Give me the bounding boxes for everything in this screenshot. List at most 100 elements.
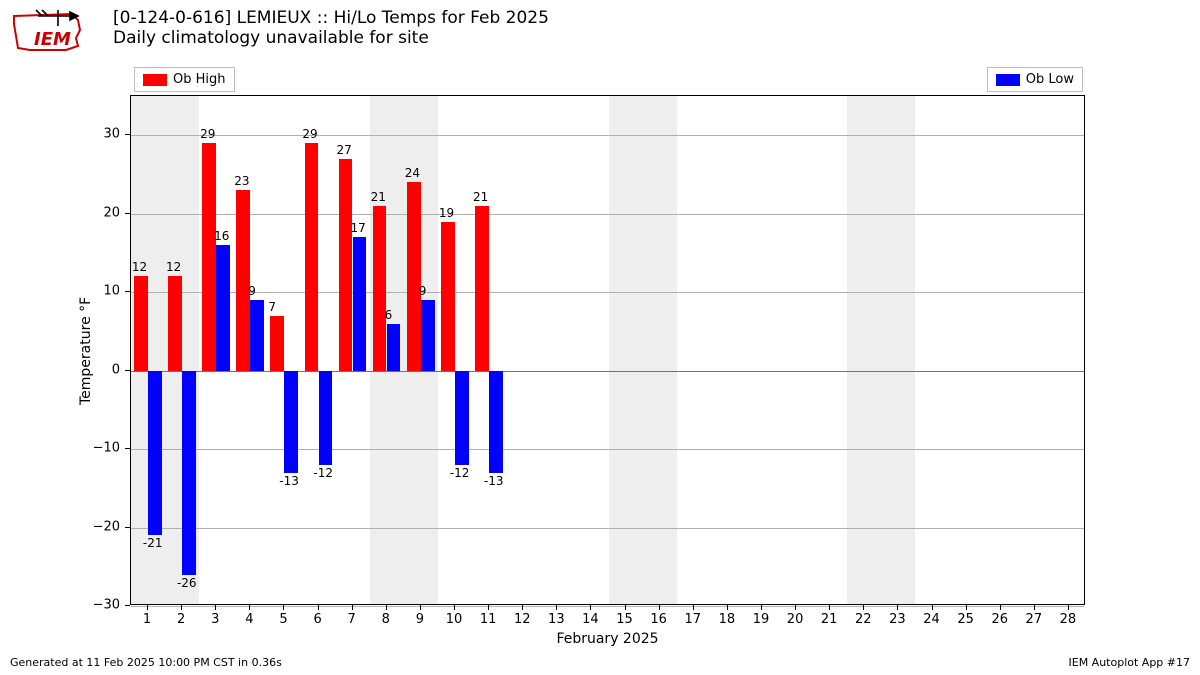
x-tick-label: 7	[348, 612, 356, 627]
y-tick-mark	[125, 291, 130, 292]
bar-value-label: -13	[484, 474, 504, 488]
iem-logo: IEM	[8, 6, 94, 56]
bar-high	[441, 222, 455, 371]
bar-value-label: -12	[313, 466, 333, 480]
x-tick-label: 23	[889, 612, 906, 627]
legend-swatch-low	[996, 74, 1020, 86]
bar-value-label: 29	[200, 127, 215, 141]
bar-low	[216, 245, 230, 371]
grid-line	[131, 214, 1084, 215]
y-tick-label: −20	[0, 519, 120, 534]
bar-value-label: 9	[419, 284, 427, 298]
x-tick-label: 20	[787, 612, 804, 627]
bar-low	[250, 300, 264, 371]
x-tick-label: 13	[548, 612, 565, 627]
bar-high	[305, 143, 319, 371]
x-tick-label: 16	[650, 612, 667, 627]
x-tick-mark	[932, 605, 933, 610]
bar-high	[475, 206, 489, 371]
x-tick-label: 2	[177, 612, 185, 627]
y-tick-label: −10	[0, 441, 120, 456]
x-tick-mark	[522, 605, 523, 610]
bar-high	[270, 316, 284, 371]
bar-high	[202, 143, 216, 371]
bar-value-label: 12	[166, 260, 181, 274]
logo-text: IEM	[34, 29, 71, 50]
bar-low	[387, 324, 401, 371]
y-axis-label: Temperature °F	[78, 297, 94, 405]
x-tick-label: 9	[416, 612, 424, 627]
x-tick-mark	[420, 605, 421, 610]
x-tick-label: 17	[684, 612, 701, 627]
x-tick-mark	[829, 605, 830, 610]
y-tick-mark	[125, 134, 130, 135]
bar-value-label: -26	[177, 576, 197, 590]
legend-label-low: Ob Low	[1026, 72, 1074, 87]
bar-value-label: 7	[268, 300, 276, 314]
x-tick-label: 1	[143, 612, 151, 627]
x-tick-mark	[1034, 605, 1035, 610]
x-tick-label: 25	[957, 612, 974, 627]
x-tick-label: 26	[991, 612, 1008, 627]
x-tick-label: 18	[719, 612, 736, 627]
x-tick-mark	[761, 605, 762, 610]
x-tick-label: 11	[480, 612, 497, 627]
x-tick-label: 15	[616, 612, 633, 627]
bar-value-label: 24	[405, 166, 420, 180]
y-tick-label: −30	[0, 598, 120, 613]
bar-low	[148, 371, 162, 536]
x-tick-mark	[897, 605, 898, 610]
x-tick-label: 4	[245, 612, 253, 627]
legend-ob-low: Ob Low	[987, 67, 1083, 92]
legend-swatch-high	[143, 74, 167, 86]
x-tick-mark	[1000, 605, 1001, 610]
bar-low	[455, 371, 469, 465]
x-tick-label: 19	[753, 612, 770, 627]
x-tick-label: 22	[855, 612, 872, 627]
bar-value-label: 21	[371, 190, 386, 204]
canvas: IEM [0-124-0-616] LEMIEUX :: Hi/Lo Temps…	[0, 0, 1200, 675]
footer-app: IEM Autoplot App #17	[1069, 656, 1191, 669]
y-tick-label: 10	[0, 284, 120, 299]
x-tick-label: 27	[1026, 612, 1043, 627]
y-tick-label: 20	[0, 205, 120, 220]
y-tick-mark	[125, 448, 130, 449]
y-tick-mark	[125, 370, 130, 371]
x-tick-mark	[1068, 605, 1069, 610]
y-tick-mark	[125, 605, 130, 606]
x-tick-label: 28	[1060, 612, 1077, 627]
bar-low	[353, 237, 367, 370]
x-tick-mark	[795, 605, 796, 610]
legend-ob-high: Ob High	[134, 67, 235, 92]
y-tick-label: 30	[0, 127, 120, 142]
y-tick-mark	[125, 213, 130, 214]
bar-high	[339, 159, 353, 371]
x-tick-label: 8	[382, 612, 390, 627]
bar-value-label: 17	[351, 221, 366, 235]
x-tick-label: 10	[446, 612, 463, 627]
title-line-2: Daily climatology unavailable for site	[113, 28, 549, 48]
bar-high	[134, 276, 148, 370]
bar-value-label: 27	[337, 143, 352, 157]
x-tick-mark	[215, 605, 216, 610]
x-tick-mark	[625, 605, 626, 610]
bar-high	[407, 182, 421, 370]
bar-value-label: 12	[132, 260, 147, 274]
grid-line	[131, 135, 1084, 136]
x-tick-mark	[249, 605, 250, 610]
bar-value-label: 16	[214, 229, 229, 243]
bar-value-label: -13	[279, 474, 299, 488]
x-tick-label: 24	[923, 612, 940, 627]
x-tick-mark	[556, 605, 557, 610]
title-block: [0-124-0-616] LEMIEUX :: Hi/Lo Temps for…	[113, 8, 549, 49]
x-tick-mark	[386, 605, 387, 610]
bar-high	[168, 276, 182, 370]
plot-area: 121229237292721241921-21-26169-13-121769…	[130, 95, 1085, 605]
bar-low	[489, 371, 503, 473]
x-tick-label: 5	[279, 612, 287, 627]
bar-value-label: 23	[234, 174, 249, 188]
bar-high	[236, 190, 250, 370]
zero-line	[131, 371, 1084, 372]
x-tick-mark	[488, 605, 489, 610]
x-axis-label: February 2025	[556, 631, 658, 647]
